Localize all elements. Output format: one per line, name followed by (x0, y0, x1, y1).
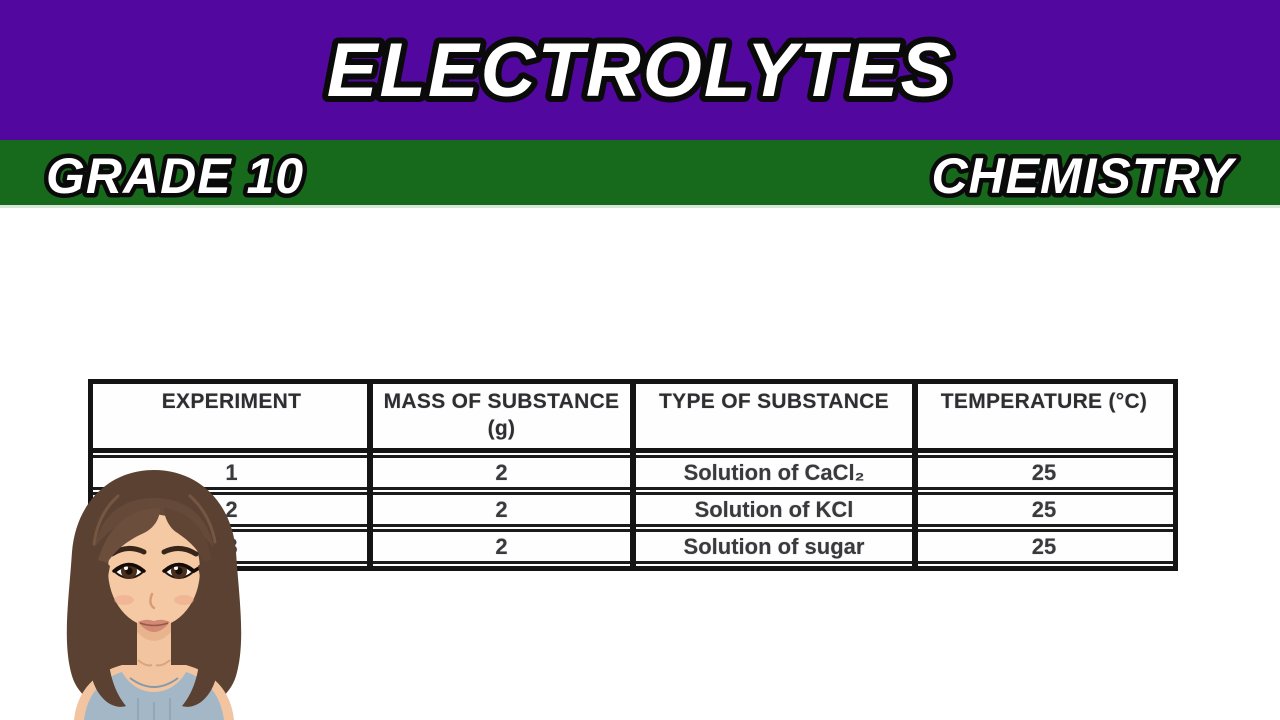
avatar-blush (114, 595, 134, 605)
table-cell: 2 (225, 497, 238, 522)
avatar-fringe-right (164, 508, 213, 578)
avatar-neckline (129, 677, 179, 688)
table-cell: 2 (495, 460, 508, 485)
avatar-collarbones (137, 659, 171, 667)
avatar-tank-top (84, 672, 224, 720)
subtitle-band-art: GRADE 10 CHEMISTRY (42, 144, 1242, 206)
avatar-face (108, 513, 200, 627)
grade-label: GRADE 10 (46, 148, 304, 204)
avatar-fringe-left (95, 508, 160, 584)
page-title: ELECTROLYTES (327, 28, 953, 113)
subject-label: CHEMISTRY (931, 148, 1237, 204)
avatar-eye-glint (174, 566, 178, 570)
table-cell: 25 (1031, 497, 1057, 522)
column-header: MASS OF SUBSTANCE (g) (383, 390, 620, 440)
column-header: TEMPERATURE (°C) (940, 390, 1148, 413)
column-header: TYPE OF SUBSTANCE (659, 390, 889, 413)
avatar-eyebrow (161, 546, 199, 557)
table-cell: Solution of CaCl₂ (683, 460, 865, 485)
avatar-lash (112, 562, 146, 573)
table-cell: 25 (1031, 534, 1057, 559)
avatar-hair-highlight (92, 494, 217, 546)
title-band: ELECTROLYTES (0, 0, 1280, 140)
avatar-side-hair-left (86, 560, 126, 707)
avatar-top-hair (94, 498, 214, 548)
girl-avatar (66, 470, 242, 720)
column-header: EXPERIMENT (161, 390, 302, 413)
avatar-mouth-line (139, 622, 169, 627)
table-column-divider (367, 384, 373, 566)
table-cell: Solution of sugar (683, 534, 865, 559)
table-cell: 1 (225, 460, 238, 485)
table-column-divider (912, 384, 918, 566)
table-cell: 2 (495, 497, 508, 522)
title-band-art: ELECTROLYTES (321, 22, 957, 119)
avatar-nose (149, 592, 156, 610)
table-cell: 25 (1031, 460, 1057, 485)
table-cell: Solution of KCl (694, 497, 854, 522)
table-column-divider (630, 384, 636, 566)
avatar-side-hair-right (182, 560, 222, 707)
avatar-eye-glint (124, 566, 128, 570)
avatar-tank-ribs (137, 698, 171, 720)
avatar-lash (162, 562, 201, 574)
avatar-blush (174, 595, 194, 605)
subtitle-band: GRADE 10 CHEMISTRY (0, 140, 1280, 205)
table-cell: 2 (495, 534, 508, 559)
experiment-table: EXPERIMENT MASS OF SUBSTANCE (g) TYPE OF… (88, 379, 1178, 571)
